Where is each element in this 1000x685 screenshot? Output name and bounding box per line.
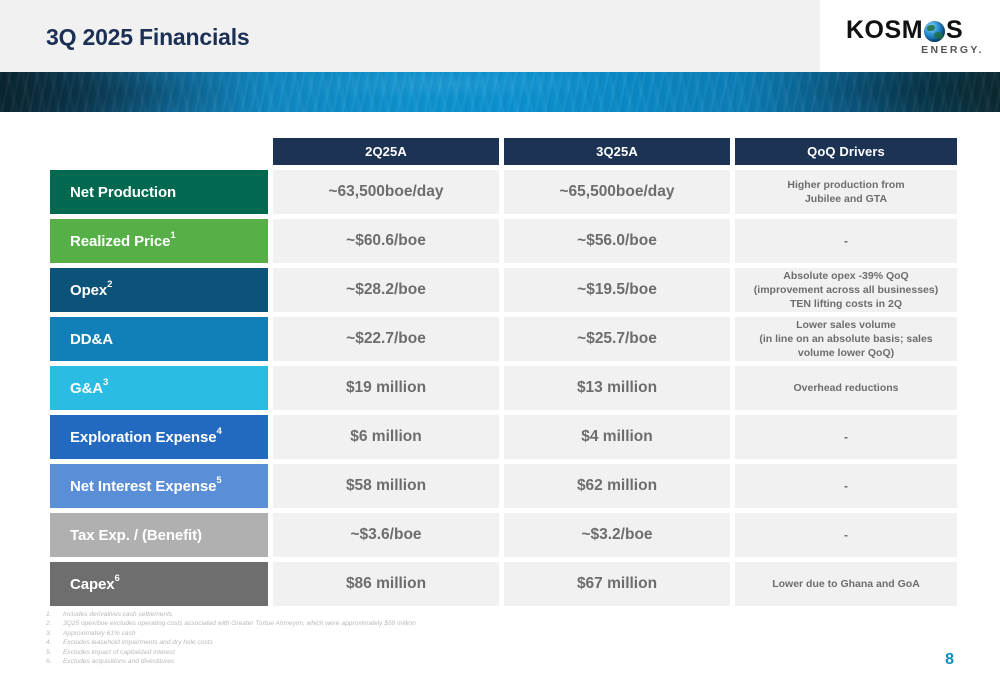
- header-spacer: [50, 138, 268, 165]
- page-number: 8: [945, 651, 954, 668]
- cell-2q25a: $86 million: [273, 562, 499, 606]
- row-label: Realized Price 1: [50, 219, 268, 263]
- cell-qoq-driver: Lower sales volume (in line on an absolut…: [735, 317, 957, 361]
- footnote-text: Approximately 61% cash: [63, 629, 136, 637]
- footnote-number: 6.: [46, 658, 52, 666]
- row-label-footnote-marker: 2: [107, 279, 113, 291]
- banner-texture-1: [0, 72, 1000, 112]
- cell-2q25a: ~$3.6/boe: [273, 513, 499, 557]
- footnote-number: 4.: [46, 639, 52, 647]
- footnotes: 1. Includes derivatives cash settlements 2…: [46, 610, 746, 666]
- logo-wordmark: KOS M S: [846, 18, 986, 43]
- table-row: Capex 6 $86 million $67 million Lower due to…: [50, 562, 957, 606]
- row-label-footnote-marker: 1: [170, 230, 176, 242]
- row-label: Exploration Expense 4: [50, 415, 268, 459]
- footnote-text: Excludes acquisitions and divestitures: [63, 658, 175, 666]
- cell-2q25a: $6 million: [273, 415, 499, 459]
- table-body: Net Production ~63,500boe/day ~65,500boe/d…: [50, 170, 957, 606]
- banner-texture-2: [0, 72, 1000, 112]
- cell-3q25a: $67 million: [504, 562, 730, 606]
- cell-2q25a: ~$28.2/boe: [273, 268, 499, 312]
- cell-qoq-driver: Higher production from Jubilee and GTA: [735, 170, 957, 214]
- logo-text-s: S: [946, 16, 964, 44]
- row-label: DD&A: [50, 317, 268, 361]
- row-label-footnote-marker: 6: [114, 573, 120, 585]
- globe-icon: [924, 21, 946, 42]
- footnote-number: 3.: [46, 629, 52, 637]
- footnote-text: Excludes impact of capitalized interest: [63, 648, 175, 656]
- row-label-footnote-marker: 4: [216, 426, 222, 438]
- footnote-text: Excludes leasehold impairments and dry h…: [63, 639, 213, 647]
- footnote-item: 1. Includes derivatives cash settlements: [46, 610, 746, 619]
- logo-area: KOS M S ENERGY.: [820, 0, 1000, 72]
- cell-2q25a: ~$22.7/boe: [273, 317, 499, 361]
- cell-3q25a: $4 million: [504, 415, 730, 459]
- table-row: Net Production ~63,500boe/day ~65,500boe/d…: [50, 170, 957, 214]
- cell-qoq-driver: Lower due to Ghana and GoA: [735, 562, 957, 606]
- footnote-number: 1.: [46, 611, 52, 618]
- cell-3q25a: $13 million: [504, 366, 730, 410]
- footnote-item: 3. Approximately 61% cash: [46, 629, 746, 638]
- cell-qoq-driver: -: [735, 513, 957, 557]
- table-header-row: 2Q25A 3Q25A QoQ Drivers: [50, 138, 957, 165]
- footnote-item: 2. 3Q25 opex/boe excludes operating costs…: [46, 619, 746, 628]
- row-label: G&A 3: [50, 366, 268, 410]
- header-band: [0, 0, 820, 72]
- cell-qoq-driver: Absolute opex -39% QoQ (improvement acros…: [735, 268, 957, 312]
- row-label: Net Production: [50, 170, 268, 214]
- row-label: Net Interest Expense 5: [50, 464, 268, 508]
- logo-text-kos: KOS: [846, 16, 902, 44]
- row-label-footnote-marker: 5: [216, 475, 222, 487]
- cell-2q25a: $58 million: [273, 464, 499, 508]
- logo-subtext: ENERGY.: [921, 44, 984, 56]
- column-header-3q25a: 3Q25A: [504, 138, 730, 165]
- column-header-qoq-drivers: QoQ Drivers: [735, 138, 957, 165]
- footnote-number: 2.: [46, 620, 52, 628]
- logo-text-m: M: [901, 16, 924, 44]
- cell-qoq-driver: -: [735, 219, 957, 263]
- table-row: Tax Exp. / (Benefit) ~$3.6/boe ~$3.2/boe -: [50, 513, 957, 557]
- table-row: Net Interest Expense 5 $58 million $62 mill…: [50, 464, 957, 508]
- row-label: Tax Exp. / (Benefit): [50, 513, 268, 557]
- cell-3q25a: ~$25.7/boe: [504, 317, 730, 361]
- table-row: Exploration Expense 4 $6 million $4 million…: [50, 415, 957, 459]
- cell-3q25a: ~$19.5/boe: [504, 268, 730, 312]
- table-row: Opex 2 ~$28.2/boe ~$19.5/boe Absolute opex -…: [50, 268, 957, 312]
- cell-qoq-driver: -: [735, 464, 957, 508]
- cell-2q25a: ~63,500boe/day: [273, 170, 499, 214]
- row-label: Opex 2: [50, 268, 268, 312]
- cell-2q25a: $19 million: [273, 366, 499, 410]
- cell-qoq-driver: -: [735, 415, 957, 459]
- row-label: Capex 6: [50, 562, 268, 606]
- cell-3q25a: ~65,500boe/day: [504, 170, 730, 214]
- footnote-item: 5. Excludes impact of capitalized interes…: [46, 648, 746, 657]
- cell-3q25a: ~$3.2/boe: [504, 513, 730, 557]
- table-row: Realized Price 1 ~$60.6/boe ~$56.0/boe -: [50, 219, 957, 263]
- footnote-item: 6. Excludes acquisitions and divestitures: [46, 657, 746, 666]
- footnote-text: 3Q25 opex/boe excludes operating costs a…: [63, 620, 416, 628]
- footnote-item: 4. Excludes leasehold impairments and dry…: [46, 638, 746, 647]
- column-header-2q25a: 2Q25A: [273, 138, 499, 165]
- page-title: 3Q 2025 Financials: [46, 24, 250, 50]
- cell-3q25a: $62 million: [504, 464, 730, 508]
- kosmos-energy-logo: KOS M S ENERGY.: [846, 18, 986, 58]
- cell-qoq-driver: Overhead reductions: [735, 366, 957, 410]
- row-label-footnote-marker: 3: [103, 377, 109, 389]
- table-row: G&A 3 $19 million $13 million Overhead reduc…: [50, 366, 957, 410]
- table-row: DD&A ~$22.7/boe ~$25.7/boe Lower sales volu…: [50, 317, 957, 361]
- footnote-number: 5.: [46, 648, 52, 656]
- footnote-text: Includes derivatives cash settlements: [63, 611, 173, 618]
- ocean-banner: [0, 72, 1000, 112]
- cell-2q25a: ~$60.6/boe: [273, 219, 499, 263]
- financials-table: 2Q25A 3Q25A QoQ Drivers Net Production ~6…: [50, 138, 957, 611]
- cell-3q25a: ~$56.0/boe: [504, 219, 730, 263]
